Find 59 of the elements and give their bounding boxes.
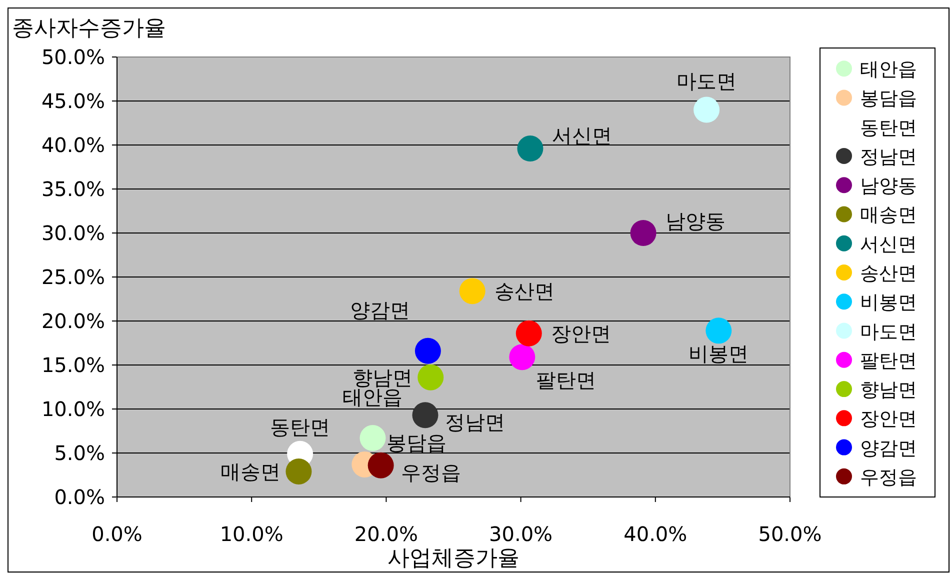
y-tick-label: 30.0% bbox=[41, 221, 105, 245]
series-label: 동탄면 bbox=[270, 414, 330, 439]
y-axis-title: 종사자수증가율 bbox=[12, 16, 166, 41]
point bbox=[509, 344, 536, 370]
y-tick-label: 15.0% bbox=[41, 353, 105, 377]
x-tick-label: 40.0% bbox=[624, 522, 688, 546]
x-axis-title: 사업체증가율 bbox=[388, 546, 520, 571]
x-tick-label: 10.0% bbox=[220, 522, 284, 546]
point bbox=[414, 338, 441, 364]
y-tick-label: 5.0% bbox=[54, 441, 105, 465]
legend-label: 봉담읍 bbox=[860, 88, 917, 110]
series: 송산면 bbox=[459, 278, 554, 304]
legend-label: 향남면 bbox=[860, 379, 917, 402]
series: 마도면 bbox=[676, 68, 737, 123]
point bbox=[630, 220, 656, 246]
legend-label: 우정읍 bbox=[860, 466, 917, 488]
series: 우정읍 bbox=[368, 452, 461, 484]
point bbox=[368, 452, 394, 478]
y-tick-label: 20.0% bbox=[41, 309, 105, 333]
point bbox=[517, 136, 544, 162]
legend-label: 장안면 bbox=[860, 408, 917, 430]
x-tick-label: 30.0% bbox=[489, 522, 553, 546]
y-tick-label: 40.0% bbox=[41, 133, 105, 157]
point bbox=[360, 425, 386, 452]
y-tick-label: 35.0% bbox=[41, 177, 105, 201]
series: 매송면 bbox=[220, 458, 312, 484]
legend-label: 송산면 bbox=[860, 262, 917, 284]
y-tick-label: 45.0% bbox=[41, 89, 105, 113]
series: 팔탄면 bbox=[509, 344, 596, 392]
point bbox=[694, 96, 720, 123]
text: 동탄면 bbox=[860, 116, 917, 139]
x-tick-label: 20.0% bbox=[354, 522, 418, 546]
x-tick-label: 0.0% bbox=[92, 522, 142, 546]
y-tick-label: 25.0% bbox=[41, 265, 105, 289]
point bbox=[706, 318, 732, 344]
y-tick-label: 10.0% bbox=[41, 397, 105, 421]
point bbox=[418, 364, 444, 390]
series: 비봉면 bbox=[688, 318, 749, 366]
legend-label: 비봉면 bbox=[860, 292, 917, 314]
legend-label: 남양동 bbox=[860, 175, 917, 198]
legend-label: 마도면 bbox=[860, 320, 917, 343]
point bbox=[516, 320, 542, 346]
x-tick-label: 50.0% bbox=[758, 522, 822, 546]
legend-label: 서신면 bbox=[860, 233, 917, 256]
legend-label: 태안읍 bbox=[860, 58, 917, 81]
legend-label: 정남면 bbox=[860, 146, 917, 168]
point bbox=[286, 458, 312, 484]
legend-label: 팔탄면 bbox=[860, 350, 917, 372]
legend-label: 매송면 bbox=[860, 204, 917, 226]
series: 정남면 bbox=[412, 402, 506, 434]
y-tick-label: 0.0% bbox=[54, 485, 105, 509]
y-tick-label: 50.0% bbox=[41, 45, 105, 69]
series: 남양동 bbox=[630, 209, 726, 246]
point bbox=[459, 278, 486, 304]
series: 향남면 bbox=[352, 364, 444, 390]
point bbox=[412, 402, 438, 428]
series: 양감면 bbox=[350, 298, 441, 364]
series: 장안면 bbox=[516, 320, 611, 346]
legend-label: 양감면 bbox=[860, 437, 917, 460]
